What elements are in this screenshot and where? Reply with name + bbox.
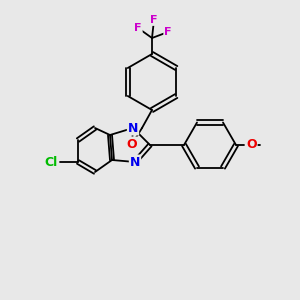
Text: N: N [128,122,138,134]
Text: O: O [246,139,256,152]
Text: Cl: Cl [45,155,58,169]
Text: N: N [130,155,140,169]
Text: F: F [150,15,158,25]
Text: O: O [127,137,137,151]
Text: F: F [134,23,142,33]
Text: F: F [164,27,172,37]
